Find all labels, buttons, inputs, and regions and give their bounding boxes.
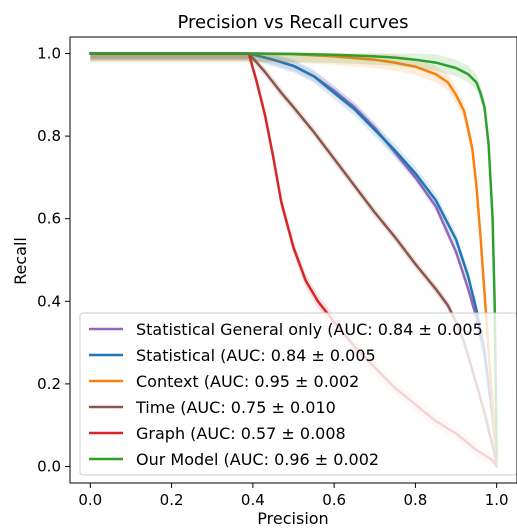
y-tick-label: 0.2 <box>37 375 61 393</box>
series-5 <box>89 52 498 467</box>
y-tick-label: 0.4 <box>37 292 61 310</box>
x-tick-label: 1.0 <box>485 491 509 509</box>
plot-area: Statistical General only (AUC: 0.84 ± 0.… <box>37 36 517 509</box>
x-ticks: 0.0 0.2 0.4 0.6 0.8 1.0 <box>78 483 509 509</box>
x-tick-label: 0.8 <box>403 491 427 509</box>
plot-frame <box>69 36 517 484</box>
x-tick-label: 0.6 <box>322 491 346 509</box>
legend-label: Our Model (AUC: 0.96 ± 0.002 <box>136 450 379 469</box>
legend-label: Statistical (AUC: 0.84 ± 0.005 <box>136 346 376 365</box>
x-axis-label: Precision <box>257 509 328 528</box>
legend-item-1: Statistical (AUC: 0.84 ± 0.005 <box>89 346 376 365</box>
x-tick-label: 0.4 <box>241 491 265 509</box>
legend-item-0: Statistical General only (AUC: 0.84 ± 0.… <box>89 320 483 339</box>
x-tick-label: 0.0 <box>78 491 102 509</box>
legend-item-4: Graph (AUC: 0.57 ± 0.008 <box>89 424 346 443</box>
legend-item-5: Our Model (AUC: 0.96 ± 0.002 <box>89 450 379 469</box>
y-tick-label: 0.8 <box>37 127 61 145</box>
chart-title: Precision vs Recall curves <box>177 12 408 33</box>
series-0-confidence-band <box>90 53 497 464</box>
legend-label: Statistical General only (AUC: 0.84 ± 0.… <box>136 320 483 339</box>
y-tick-label: 0.0 <box>37 457 61 475</box>
x-tick-label: 0.2 <box>160 491 184 509</box>
series-1-confidence-band <box>90 53 497 465</box>
legend-item-2: Context (AUC: 0.95 ± 0.002 <box>89 372 359 391</box>
y-tick-label: 0.6 <box>37 210 61 228</box>
legend-label: Context (AUC: 0.95 ± 0.002 <box>136 372 359 391</box>
legend-item-3: Time (AUC: 0.75 ± 0.010 <box>89 398 336 417</box>
legend-box <box>79 312 517 476</box>
legend-label: Time (AUC: 0.75 ± 0.010 <box>135 398 336 417</box>
legend-label: Graph (AUC: 0.57 ± 0.008 <box>136 424 346 443</box>
legend: Statistical General only (AUC: 0.84 ± 0.… <box>79 312 517 476</box>
series-3-confidence-band <box>90 53 497 467</box>
series-5-line <box>89 52 498 460</box>
y-ticks: 0.0 0.2 0.4 0.6 0.8 1.0 <box>37 45 70 475</box>
y-tick-label: 1.0 <box>37 45 61 63</box>
y-axis-label: Recall <box>11 237 30 285</box>
